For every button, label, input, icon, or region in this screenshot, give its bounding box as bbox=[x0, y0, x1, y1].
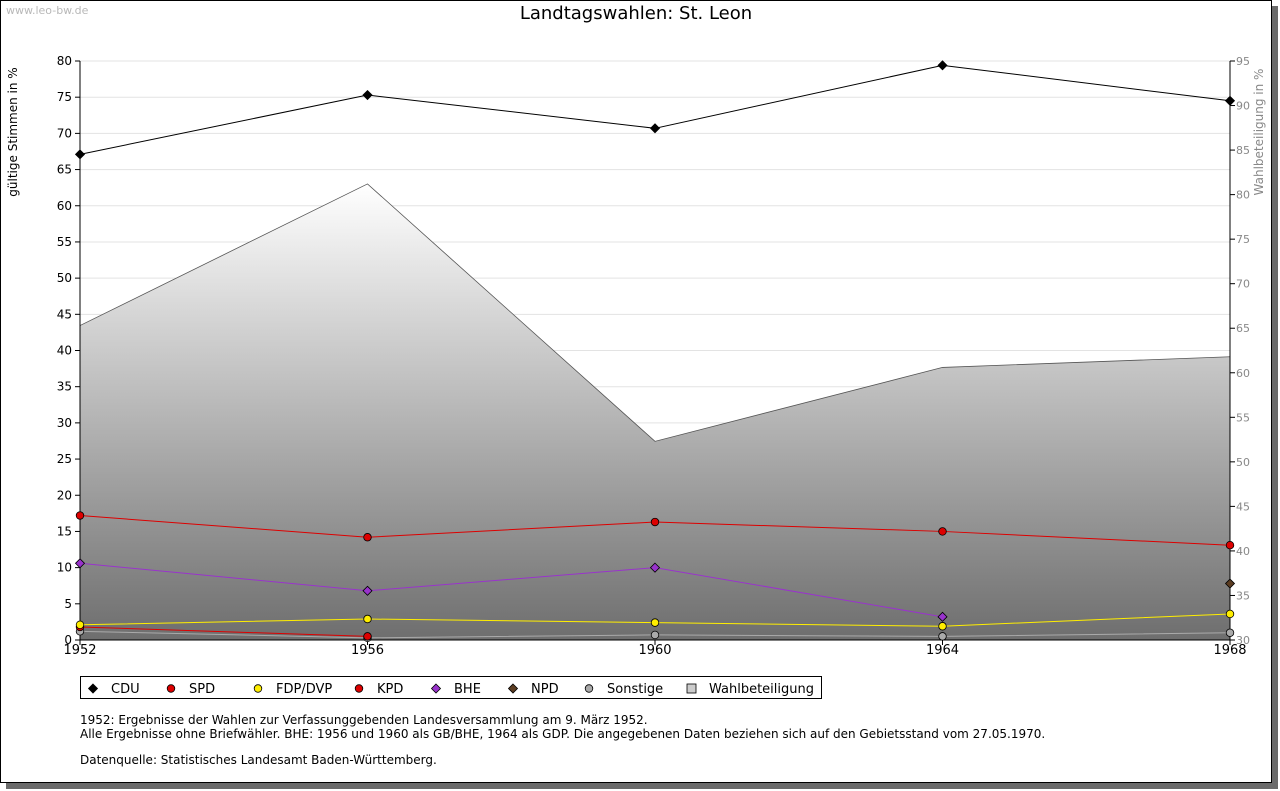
turnout-area-edge bbox=[79, 183, 1231, 442]
point-fdp-dvp-1952 bbox=[75, 620, 85, 630]
point-fdp-dvp-1956 bbox=[363, 614, 372, 624]
y2-tick-label: 55 bbox=[1236, 411, 1250, 424]
axis-labels: 0 5 10 15 20 25 30 35 40 45 50 55 60 65 70 75 80 30 35 40 45… bbox=[6, 54, 1266, 658]
note-1952: 1952: Ergebnisse der Wahlen zur Verfassu… bbox=[80, 713, 648, 727]
y-tick-label: 5 bbox=[64, 597, 72, 611]
point-spd-1960 bbox=[650, 517, 660, 527]
legend-label-fdp-dvp: FDP/DVP bbox=[276, 682, 332, 697]
x-tick-label: 1964 bbox=[926, 643, 959, 658]
point-fdp-dvp-1960 bbox=[650, 618, 660, 627]
y-tick-label: 65 bbox=[57, 163, 72, 177]
watermark: www.leo-bw.de bbox=[6, 4, 89, 17]
point-bhe-1956 bbox=[362, 585, 373, 596]
y-tick-label: 60 bbox=[57, 199, 72, 213]
legend-swatch-cdu bbox=[87, 683, 99, 694]
y-tick-label: 70 bbox=[57, 126, 72, 140]
frame-shadow-bottom bbox=[6, 783, 1278, 789]
legend-label-kpd: KPD bbox=[377, 682, 403, 697]
legend-label-spd: SPD bbox=[189, 682, 215, 697]
legend-label-bhe: BHE bbox=[454, 682, 481, 697]
y-tick-label: 10 bbox=[57, 561, 72, 575]
y-tick-label: 75 bbox=[57, 90, 72, 104]
y-tick-label: 20 bbox=[57, 488, 72, 502]
y-tick-label: 35 bbox=[57, 380, 72, 394]
frame-shadow-right bbox=[1272, 6, 1278, 789]
y2-tick-label: 35 bbox=[1236, 589, 1250, 602]
legend-label-npd: NPD bbox=[531, 682, 559, 697]
series-layer bbox=[74, 60, 1236, 643]
series-line-bhe bbox=[79, 562, 943, 618]
y2-tick-label: 90 bbox=[1236, 100, 1250, 113]
point-cdu-1952 bbox=[74, 149, 86, 160]
legend-label-wahlbeteiligung: Wahlbeteiligung bbox=[709, 682, 814, 697]
y-tick-label: 80 bbox=[57, 54, 72, 68]
y2-tick-label: 70 bbox=[1236, 278, 1250, 291]
point-fdp-dvp-1964 bbox=[938, 622, 947, 631]
y2-tick-label: 40 bbox=[1236, 545, 1250, 558]
point-spd-1952 bbox=[75, 511, 85, 520]
point-bhe-1964 bbox=[937, 611, 948, 622]
x-tick-label: 1960 bbox=[638, 643, 671, 658]
y-axis-title: gültige Stimmen in % bbox=[6, 67, 20, 196]
legend-swatch-sonstige bbox=[584, 684, 594, 693]
point-kpd-1956 bbox=[363, 632, 372, 641]
turnout-area-fill bbox=[80, 183, 1230, 640]
y-tick-label: 25 bbox=[57, 452, 72, 466]
y-tick-label: 0 bbox=[64, 633, 72, 647]
y-tick-label: 45 bbox=[57, 307, 72, 321]
legend-swatch-kpd bbox=[354, 684, 364, 693]
legend: CDU SPD FDP/DVP KPD BHE NPD Sonstige Wahlbeteil… bbox=[80, 676, 822, 699]
x-tick-label: 1968 bbox=[1213, 643, 1246, 658]
turnout-area bbox=[79, 183, 1231, 640]
legend-label-cdu: CDU bbox=[111, 682, 140, 697]
x-tick-label: 1952 bbox=[63, 643, 96, 658]
y-tick-label: 40 bbox=[57, 344, 72, 358]
y2-tick-label: 85 bbox=[1236, 144, 1250, 157]
y2-tick-label: 75 bbox=[1236, 233, 1250, 246]
point-bhe-1960 bbox=[649, 562, 661, 573]
point-cdu-1964 bbox=[937, 60, 948, 71]
point-npd-1968 bbox=[1224, 578, 1236, 589]
point-bhe-1952 bbox=[74, 558, 86, 569]
series-line-kpd bbox=[79, 626, 368, 637]
point-spd-1968 bbox=[1225, 540, 1235, 550]
y2-tick-label: 80 bbox=[1236, 189, 1250, 202]
point-spd-1956 bbox=[363, 533, 372, 542]
legend-swatch-npd bbox=[507, 683, 519, 694]
chart-title: Landtagswahlen: St. Leon bbox=[519, 3, 753, 24]
note-briefwaehler: Alle Ergebnisse ohne Briefwähler. BHE: 1… bbox=[80, 727, 1046, 741]
point-fdp-dvp-1968 bbox=[1225, 609, 1235, 619]
y-tick-label: 30 bbox=[57, 416, 72, 430]
y2-tick-label: 45 bbox=[1236, 500, 1250, 513]
y2-tick-label: 30 bbox=[1236, 634, 1250, 647]
x-tick-label: 1956 bbox=[351, 643, 384, 658]
y2-tick-label: 65 bbox=[1236, 322, 1250, 335]
point-spd-1964 bbox=[938, 527, 947, 536]
legend-swatch-fdp-dvp bbox=[253, 684, 263, 693]
point-cdu-1960 bbox=[649, 123, 661, 134]
y-tick-label: 15 bbox=[57, 524, 72, 538]
legend-swatch-bhe bbox=[430, 683, 442, 694]
y-tick-label: 50 bbox=[57, 271, 72, 285]
y-tick-label: 55 bbox=[57, 235, 72, 249]
point-sonstige-1964 bbox=[938, 632, 947, 641]
point-sonstige-1968 bbox=[1225, 628, 1235, 637]
data-source: Datenquelle: Statistisches Landesamt Bad… bbox=[80, 753, 437, 767]
y2-axis-title: Wahlbeteiligung in % bbox=[1252, 69, 1266, 196]
y2-tick-label: 60 bbox=[1236, 367, 1250, 380]
point-cdu-1968 bbox=[1224, 95, 1236, 106]
y2-tick-label: 95 bbox=[1236, 55, 1250, 68]
legend-swatch-wahlbeteiligung bbox=[686, 683, 697, 694]
legend-swatch-spd bbox=[166, 684, 176, 693]
legend-label-sonstige: Sonstige bbox=[607, 682, 663, 697]
point-cdu-1956 bbox=[362, 89, 373, 101]
series-line-cdu bbox=[79, 64, 1231, 155]
y2-tick-label: 50 bbox=[1236, 456, 1250, 469]
point-sonstige-1960 bbox=[650, 630, 660, 640]
